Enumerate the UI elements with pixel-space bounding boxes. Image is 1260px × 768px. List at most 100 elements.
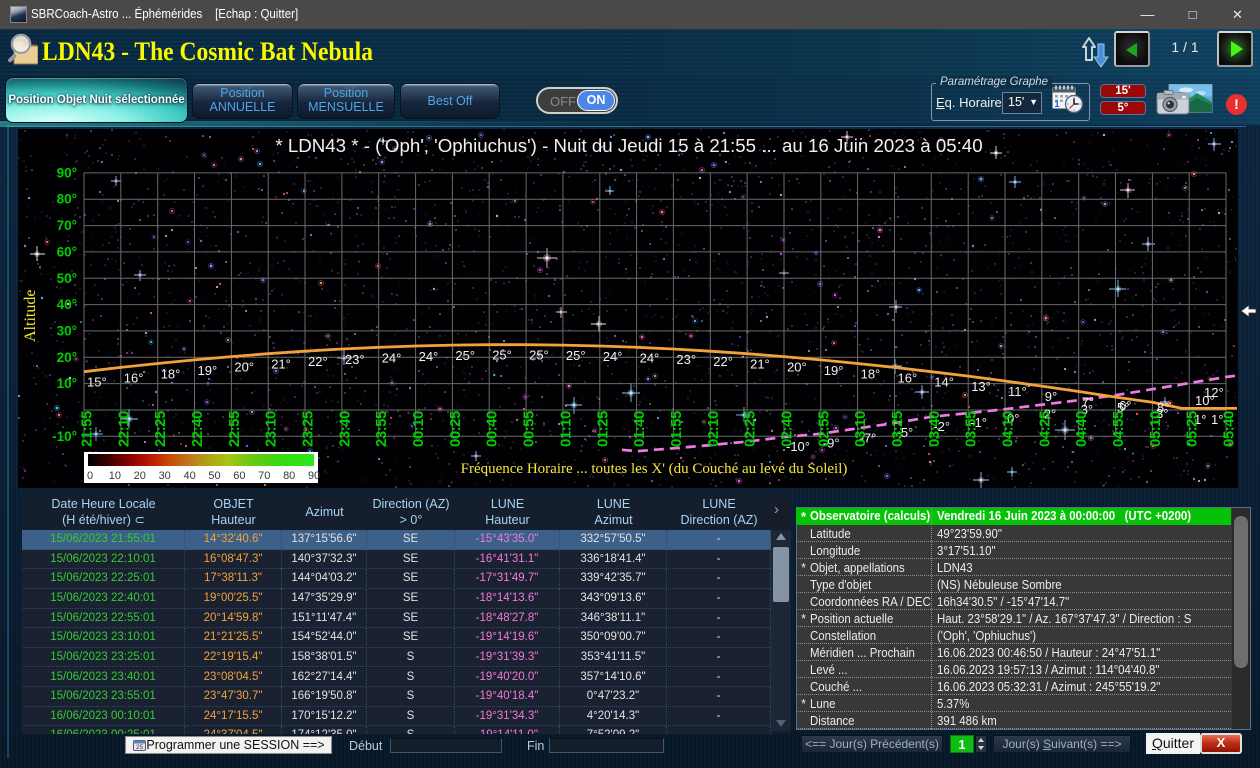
svg-text:6°: 6°	[1119, 398, 1131, 413]
svg-text:03:40: 03:40	[926, 411, 943, 447]
svg-text:19°: 19°	[824, 363, 844, 378]
svg-text:23°: 23°	[345, 352, 365, 367]
svg-text:02:25: 02:25	[742, 411, 759, 447]
svg-text:13°: 13°	[971, 379, 991, 394]
svg-text:25: 25	[136, 744, 144, 751]
svg-text:21°: 21°	[750, 357, 770, 372]
svg-text:22°: 22°	[308, 354, 328, 369]
svg-text:12°: 12°	[1204, 385, 1224, 400]
svg-text:40: 40	[183, 470, 195, 482]
svg-text:Fréquence Horaire ... toutes l: Fréquence Horaire ... toutes les X' (du …	[461, 461, 848, 477]
svg-text:1°: 1°	[1194, 412, 1206, 427]
svg-text:22:55: 22:55	[226, 411, 243, 447]
svg-text:8°: 8°	[1157, 400, 1169, 415]
svg-text:00:10: 00:10	[410, 411, 427, 447]
svg-text:-7°: -7°	[860, 430, 877, 445]
svg-text:1°: 1°	[1211, 412, 1223, 427]
svg-text:-10°: -10°	[786, 439, 810, 454]
svg-text:80°: 80°	[57, 192, 77, 207]
svg-text:22:40: 22:40	[189, 411, 206, 447]
svg-text:70°: 70°	[57, 218, 77, 233]
svg-text:20°: 20°	[787, 360, 807, 375]
svg-text:30: 30	[159, 470, 171, 482]
svg-text:16°: 16°	[898, 370, 918, 385]
svg-text:24°: 24°	[603, 349, 623, 364]
svg-text:22:10: 22:10	[115, 411, 132, 447]
svg-text:02:55: 02:55	[815, 411, 832, 447]
svg-text:5°: 5°	[1117, 400, 1129, 415]
svg-text:24°: 24°	[640, 350, 660, 365]
svg-text:* LDN43 * - ('Oph', 'Ophiuchus: * LDN43 * - ('Oph', 'Ophiuchus') - Nuit …	[275, 135, 982, 156]
svg-text:03:25: 03:25	[889, 411, 906, 447]
svg-text:60°: 60°	[57, 244, 77, 259]
svg-text:3°: 3°	[1081, 402, 1093, 417]
svg-text:25°: 25°	[566, 348, 586, 363]
svg-text:04:55: 04:55	[1110, 411, 1127, 447]
svg-text:04:25: 04:25	[1036, 411, 1053, 447]
svg-text:23:40: 23:40	[336, 411, 353, 447]
svg-text:-2°: -2°	[933, 419, 950, 434]
svg-text:25°: 25°	[492, 348, 512, 363]
svg-text:04:40: 04:40	[1073, 411, 1090, 447]
svg-text:-10°: -10°	[52, 429, 77, 444]
svg-text:01:10: 01:10	[557, 411, 574, 447]
svg-text:00:25: 00:25	[447, 411, 464, 447]
svg-text:50: 50	[208, 470, 220, 482]
svg-text:80: 80	[283, 470, 295, 482]
svg-text:24°: 24°	[419, 349, 439, 364]
svg-text:14°: 14°	[934, 375, 954, 390]
svg-text:21:55: 21:55	[79, 411, 96, 447]
svg-text:23:10: 23:10	[263, 411, 280, 447]
svg-text:19°: 19°	[198, 363, 218, 378]
svg-text:70: 70	[258, 470, 270, 482]
svg-text:0°: 0°	[1007, 411, 1019, 426]
svg-text:23:25: 23:25	[300, 411, 317, 447]
svg-text:90°: 90°	[57, 165, 77, 180]
svg-text:05:10: 05:10	[1147, 411, 1164, 447]
svg-text:02:40: 02:40	[779, 411, 796, 447]
svg-text:40°: 40°	[57, 297, 77, 312]
svg-text:24°: 24°	[382, 350, 402, 365]
svg-text:03:10: 03:10	[852, 411, 869, 447]
svg-text:04:10: 04:10	[1000, 411, 1017, 447]
svg-text:00:40: 00:40	[484, 411, 501, 447]
svg-text:3°: 3°	[1156, 406, 1168, 421]
svg-text:21°: 21°	[271, 357, 291, 372]
svg-text:1: 1	[1055, 99, 1060, 109]
svg-text:05:40: 05:40	[1221, 411, 1238, 447]
svg-text:7°: 7°	[1082, 395, 1094, 410]
svg-text:2°: 2°	[1044, 407, 1056, 422]
svg-text:15°: 15°	[87, 375, 107, 390]
svg-text:60: 60	[233, 470, 245, 482]
svg-text:03:55: 03:55	[963, 411, 980, 447]
svg-text:01:25: 01:25	[594, 411, 611, 447]
svg-text:00:55: 00:55	[521, 411, 538, 447]
svg-text:-9°: -9°	[823, 436, 840, 451]
svg-text:22°: 22°	[713, 354, 733, 369]
svg-text:30°: 30°	[57, 323, 77, 338]
svg-text:0: 0	[87, 470, 93, 482]
svg-text:02:10: 02:10	[705, 411, 722, 447]
svg-text:10°: 10°	[1195, 393, 1215, 408]
svg-text:9°: 9°	[1045, 389, 1057, 404]
svg-text:23°: 23°	[676, 352, 696, 367]
svg-text:22:25: 22:25	[152, 411, 169, 447]
svg-text:25°: 25°	[529, 348, 549, 363]
svg-text:-5°: -5°	[897, 425, 914, 440]
svg-text:20°: 20°	[57, 350, 77, 365]
svg-text:-1°: -1°	[970, 415, 987, 430]
svg-text:25°: 25°	[455, 348, 475, 363]
svg-text:05:25: 05:25	[1184, 411, 1201, 447]
svg-text:11°: 11°	[1008, 384, 1027, 399]
svg-text:18°: 18°	[861, 367, 881, 382]
svg-text:23:55: 23:55	[373, 411, 390, 447]
svg-text:50°: 50°	[57, 271, 77, 286]
svg-text:Altitude: Altitude	[22, 290, 39, 342]
svg-text:01:55: 01:55	[668, 411, 685, 447]
svg-text:10°: 10°	[57, 376, 77, 391]
svg-text:16°: 16°	[124, 370, 144, 385]
svg-text:01:40: 01:40	[631, 411, 648, 447]
svg-text:20°: 20°	[234, 360, 254, 375]
svg-text:10: 10	[109, 470, 121, 482]
svg-text:18°: 18°	[161, 367, 181, 382]
